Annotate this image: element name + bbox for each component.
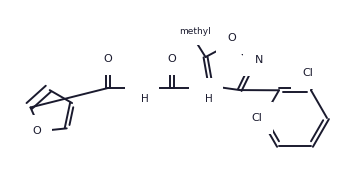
Text: N: N: [200, 89, 208, 99]
Text: methyl: methyl: [179, 26, 210, 35]
Text: N: N: [255, 55, 263, 65]
Text: H: H: [141, 94, 149, 104]
Text: Cl: Cl: [251, 113, 262, 123]
Text: Cl: Cl: [302, 68, 313, 78]
Text: O: O: [168, 54, 176, 64]
Text: O: O: [104, 54, 112, 64]
Text: H: H: [205, 94, 213, 104]
Text: O: O: [32, 126, 41, 136]
Text: N: N: [136, 89, 144, 99]
Text: O: O: [227, 33, 236, 43]
